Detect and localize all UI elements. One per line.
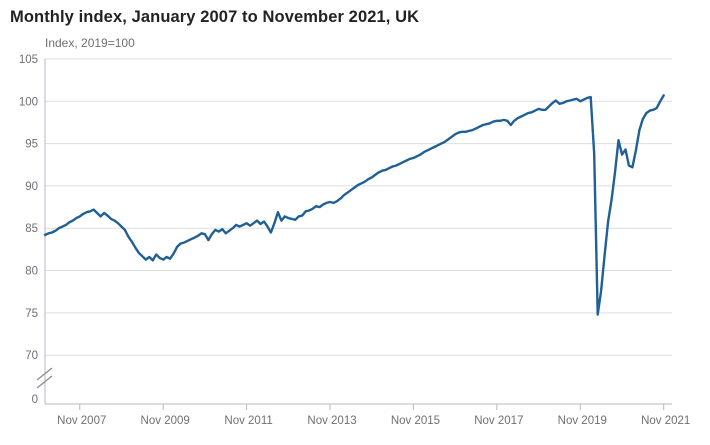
- x-tick-label: Nov 2009: [141, 415, 190, 427]
- x-tick-label: Nov 2021: [641, 415, 690, 427]
- x-tick-label: Nov 2019: [558, 415, 607, 427]
- y-tick-label: 100: [19, 96, 38, 108]
- y-tick-label: 75: [25, 308, 38, 320]
- x-tick-label: Nov 2017: [474, 415, 523, 427]
- y-tick-label-zero: 0: [32, 394, 38, 406]
- x-tick-label: Nov 2007: [57, 415, 106, 427]
- x-tick-label: Nov 2011: [224, 415, 272, 427]
- y-tick-label: 105: [19, 54, 38, 66]
- axis-break-icon: [36, 375, 53, 389]
- y-tick-label: 85: [25, 223, 38, 235]
- y-tick-label: 90: [25, 181, 38, 193]
- y-tick-label: 80: [25, 266, 38, 278]
- series-line: [43, 94, 665, 316]
- chart-title: Monthly index, January 2007 to November …: [10, 8, 420, 26]
- y-tick-label: 70: [25, 350, 38, 362]
- chart-subtitle: Index, 2019=100: [45, 36, 135, 50]
- x-tick-label: Nov 2013: [307, 415, 356, 427]
- x-tick-label: Nov 2015: [391, 415, 440, 427]
- axis-break-icon: [36, 367, 53, 381]
- y-tick-label: 95: [25, 139, 38, 151]
